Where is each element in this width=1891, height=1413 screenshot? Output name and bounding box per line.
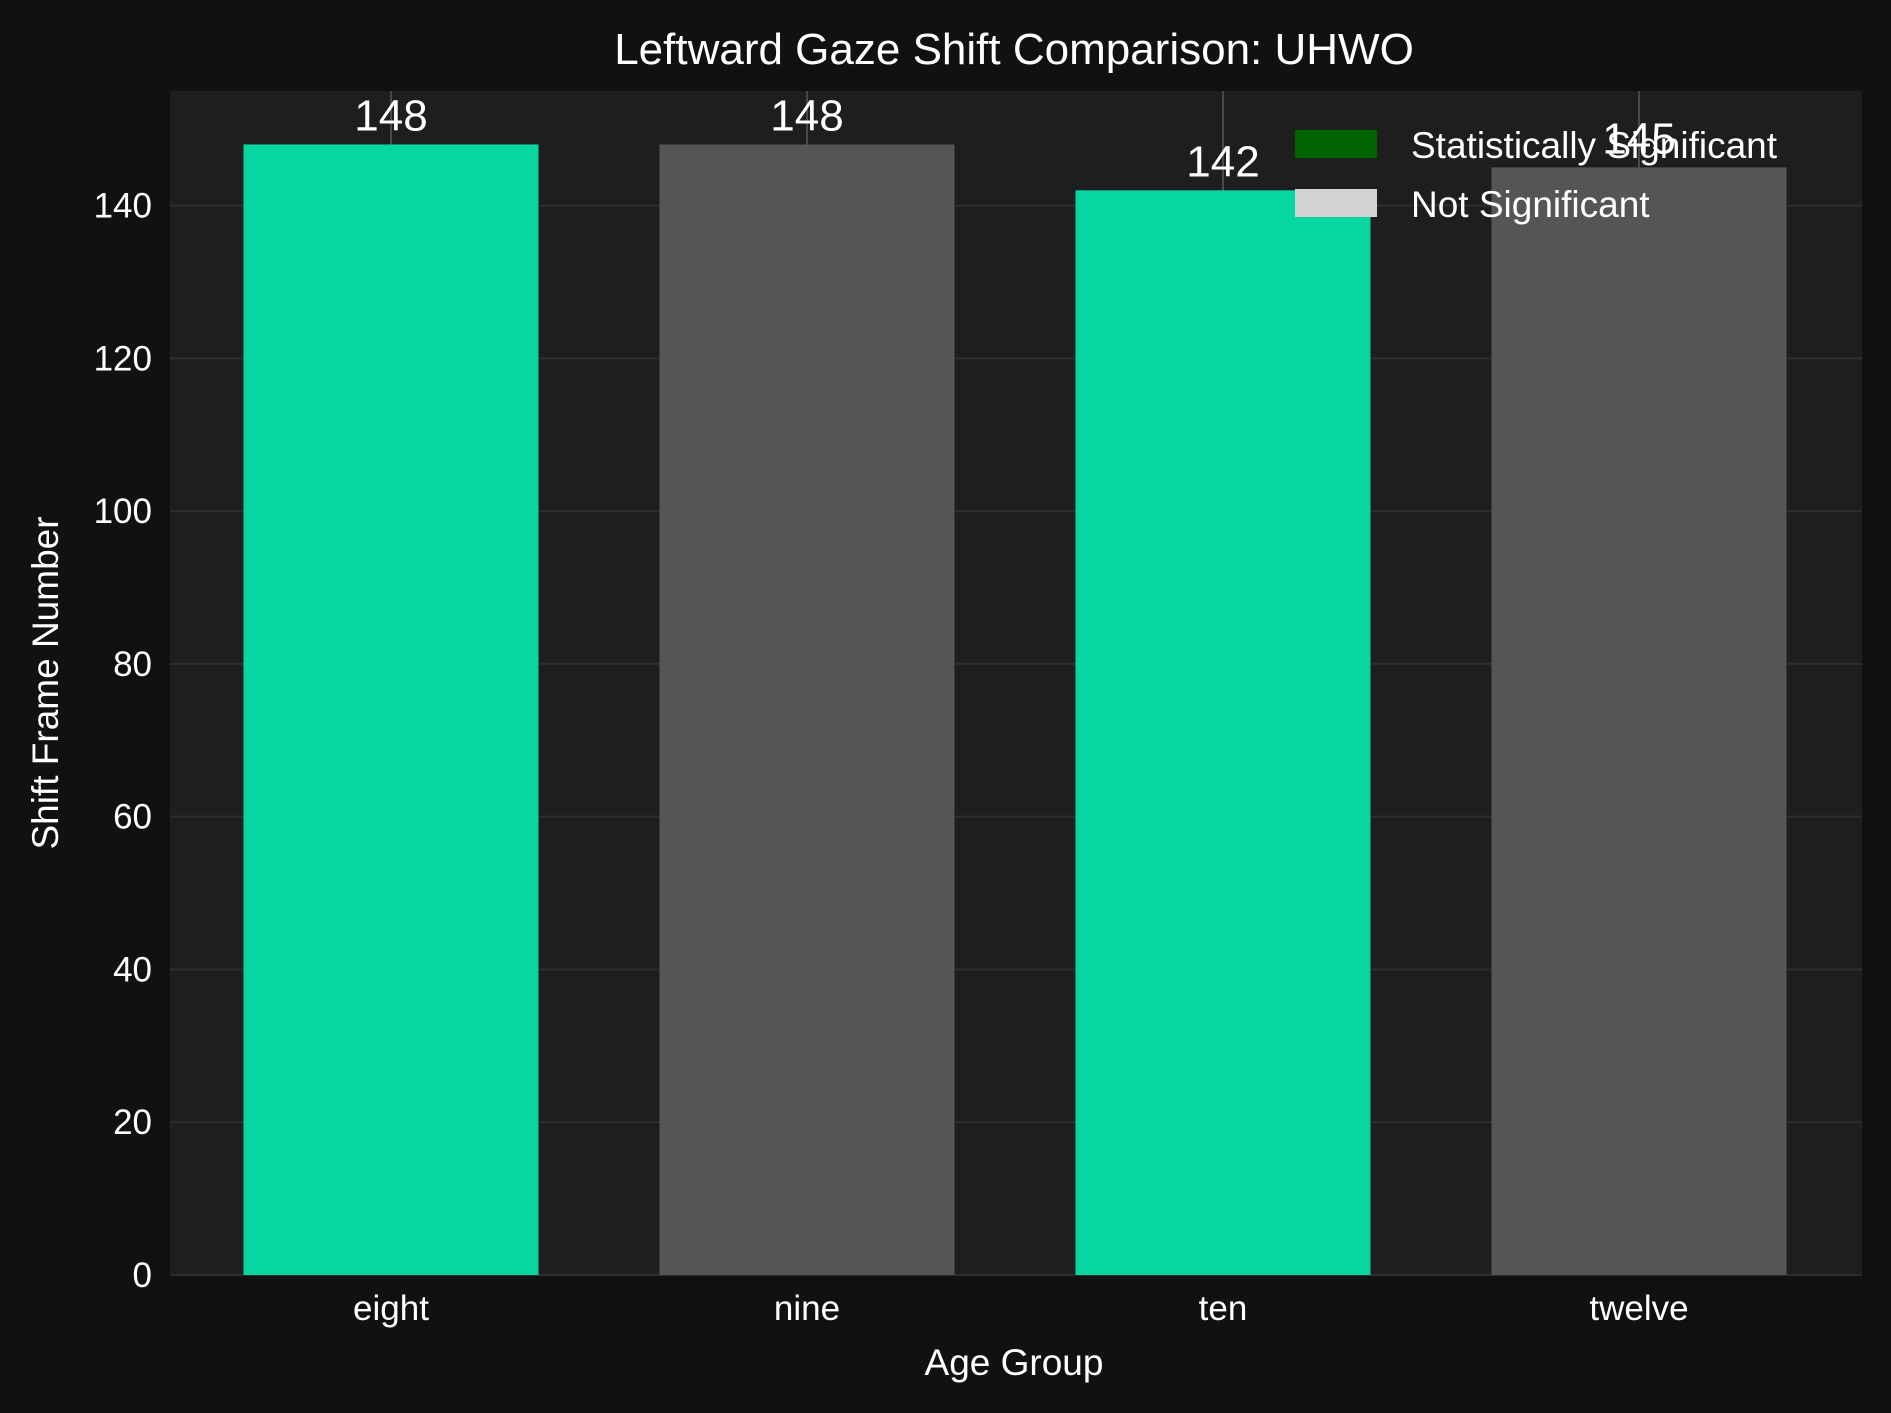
data-labels: 148 148 142 145 — [354, 91, 1675, 186]
x-axis-label: Age Group — [925, 1342, 1104, 1383]
y-tick-label: 100 — [94, 492, 152, 531]
y-tick-label: 140 — [94, 187, 152, 226]
bar-twelve — [1491, 167, 1787, 1276]
y-tick-label: 80 — [113, 645, 152, 684]
y-axis-ticks: 0 20 40 60 80 100 120 140 — [94, 187, 152, 1295]
y-axis-label: Shift Frame Number — [25, 516, 66, 849]
bar-ten — [1075, 190, 1371, 1275]
x-tick-label: twelve — [1589, 1289, 1688, 1328]
x-tick-label: nine — [774, 1289, 840, 1328]
x-axis-ticks: eight nine ten twelve — [353, 1289, 1689, 1328]
y-tick-label: 120 — [94, 339, 152, 378]
y-tick-label: 20 — [113, 1103, 152, 1142]
x-tick-label: eight — [353, 1289, 429, 1328]
y-tick-label: 60 — [113, 798, 152, 837]
x-tick-label: ten — [1199, 1289, 1248, 1328]
legend-label-not-significant: Not Significant — [1411, 184, 1650, 225]
bar-value-label: 148 — [770, 91, 843, 140]
y-tick-label: 0 — [133, 1256, 152, 1295]
legend-swatch-significant — [1295, 130, 1377, 158]
bar-eight — [243, 144, 539, 1276]
bar-nine — [659, 144, 955, 1276]
bars — [243, 144, 1787, 1276]
bar-value-label: 148 — [354, 91, 427, 140]
y-tick-label: 40 — [113, 950, 152, 989]
legend: Statistically Significant Not Significan… — [1295, 125, 1778, 225]
legend-swatch-not-significant — [1295, 189, 1377, 217]
legend-label-significant: Statistically Significant — [1411, 125, 1778, 166]
chart-title: Leftward Gaze Shift Comparison: UHWO — [614, 25, 1414, 74]
bar-value-label: 145 — [1602, 114, 1675, 163]
bar-value-label: 142 — [1186, 137, 1259, 186]
